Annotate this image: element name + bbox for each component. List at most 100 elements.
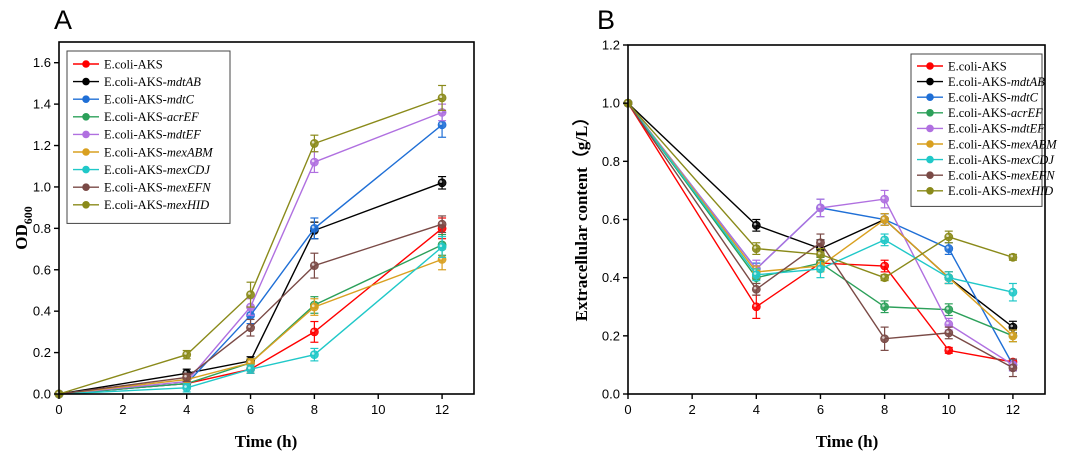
panel-b-y-tick-label: 0.4 (602, 270, 620, 285)
series-line (627, 102, 1014, 328)
data-point (309, 157, 319, 167)
data-point (816, 203, 825, 213)
series-line (627, 102, 1014, 279)
legend-label: E.coli-AKS-acrEF (948, 106, 1043, 120)
panel-a-x-tick-label: 0 (55, 402, 62, 417)
data-point (1008, 287, 1018, 297)
legend-label: E.coli-AKS-mexABM (104, 145, 213, 159)
data-point-highlight (753, 286, 757, 290)
legend-item: E.coli-AKS-mexEFN (917, 169, 1055, 183)
legend-label: E.coli-AKS-mexCDJ (948, 153, 1055, 167)
data-point-highlight (817, 205, 821, 208)
series-line (627, 102, 1014, 363)
legend-label: E.coli-AKS-mexEFN (948, 169, 1055, 183)
data-point (437, 93, 447, 103)
legend-label: E.coli-AKS-mexEFN (104, 181, 211, 195)
legend-label: E.coli-AKS-mexCDJ (104, 163, 211, 177)
legend-item: E.coli-AKS-acrEF (73, 110, 199, 124)
data-point-highlight (439, 180, 443, 183)
data-point (944, 244, 954, 253)
legend-swatch-marker (82, 95, 90, 103)
panel-a-y-tick-label: 0.8 (33, 221, 51, 236)
data-point (816, 249, 825, 259)
panel-a-y-tick-label: 0.0 (33, 387, 51, 402)
legend-swatch-marker (82, 201, 90, 209)
panel-b-x-tick-label: 8 (881, 402, 888, 417)
data-point-highlight (311, 329, 315, 332)
legend-swatch-marker (82, 183, 90, 191)
legend-item: E.coli-AKS-mexCDJ (73, 163, 211, 177)
legend-swatch-marker (82, 77, 90, 86)
data-point (880, 215, 890, 224)
data-point-highlight (882, 275, 885, 278)
data-point-highlight (753, 246, 757, 249)
legend-item: E.coli-AKS (917, 59, 1007, 73)
legend-swatch-marker (926, 77, 934, 86)
data-point (246, 290, 255, 300)
data-point (880, 194, 890, 204)
panel-a-y-tick-label: 0.4 (33, 304, 51, 319)
panel-a-y-tick-label: 0.2 (33, 345, 51, 360)
panel-b-series-mexcdj (623, 98, 1018, 302)
data-point-highlight (882, 263, 885, 267)
legend-swatch-marker (926, 171, 934, 179)
panel-b-y-tick-label: 0.2 (602, 328, 620, 343)
data-point (1008, 252, 1018, 262)
data-point (309, 139, 319, 148)
legend-swatch-marker (926, 140, 934, 148)
panel-b-x-tick-label: 4 (753, 402, 760, 417)
legend-label: E.coli-AKS-mexHID (948, 184, 1053, 198)
panel-a-x-tick-label: 10 (371, 402, 385, 417)
data-point (309, 302, 319, 312)
panel-b-x-tick-label: 12 (1006, 402, 1020, 417)
data-point (880, 302, 890, 312)
data-point (309, 350, 319, 360)
data-point-highlight (184, 352, 187, 355)
panel-a-legend-box (66, 50, 231, 224)
legend-item: E.coli-AKS-acrEF (917, 106, 1043, 120)
data-point (751, 270, 761, 280)
data-point (182, 383, 192, 393)
data-point-highlight (311, 225, 315, 229)
legend-swatch-marker (82, 130, 90, 139)
panel-b-x-tick-label: 0 (624, 402, 631, 417)
data-point-highlight (946, 234, 949, 238)
panel-b-chart: B 0 2 4 6 8 10 12 0.0 0.2 0.4 0.6 0.8 1.0 1.2 Time (h… (571, 5, 1057, 451)
data-point (309, 327, 319, 337)
panel-a-plot-frame (58, 41, 475, 395)
panel-b-letter: B (597, 5, 615, 35)
data-point (880, 334, 890, 344)
panel-b-x-tick-label: 6 (817, 402, 824, 417)
panel-b-x-tick-label: 10 (942, 402, 956, 417)
data-point-highlight (882, 237, 885, 240)
legend-label: E.coli-AKS-mexHID (104, 198, 209, 212)
panel-a-y-tick-label: 1.4 (33, 97, 51, 112)
data-point-highlight (1010, 254, 1014, 258)
data-point (182, 373, 192, 382)
data-point-highlight (248, 360, 251, 364)
data-point-highlight (439, 95, 443, 99)
data-point-highlight (817, 251, 821, 255)
panel-b-y-tick-label: 0.8 (602, 154, 620, 169)
data-point (309, 223, 319, 233)
data-point-highlight (439, 221, 443, 225)
legend-item: E.coli-AKS-mexHID (73, 198, 209, 212)
data-point (437, 242, 447, 252)
panel-a-y-tick-label: 1.2 (33, 138, 51, 153)
legend-swatch-marker (926, 109, 934, 117)
panel-a-x-tick-label: 12 (435, 402, 449, 417)
data-point (944, 273, 954, 283)
data-point (246, 323, 255, 333)
data-point (751, 244, 761, 253)
legend-label: E.coli-AKS (104, 57, 163, 71)
legend-label: E.coli-AKS-mdtC (948, 91, 1039, 105)
data-point-highlight (882, 217, 885, 220)
panel-a-y-axis-title: OD600 (12, 206, 35, 250)
panel-b-x-axis-title: Time (h) (816, 432, 879, 451)
legend-item: E.coli-AKS-mexHID (917, 184, 1053, 198)
panel-a-x-tick-label: 8 (311, 402, 318, 417)
data-point (751, 302, 761, 312)
legend-label: E.coli-AKS-mdtEF (104, 128, 201, 142)
data-point-highlight (817, 240, 821, 243)
